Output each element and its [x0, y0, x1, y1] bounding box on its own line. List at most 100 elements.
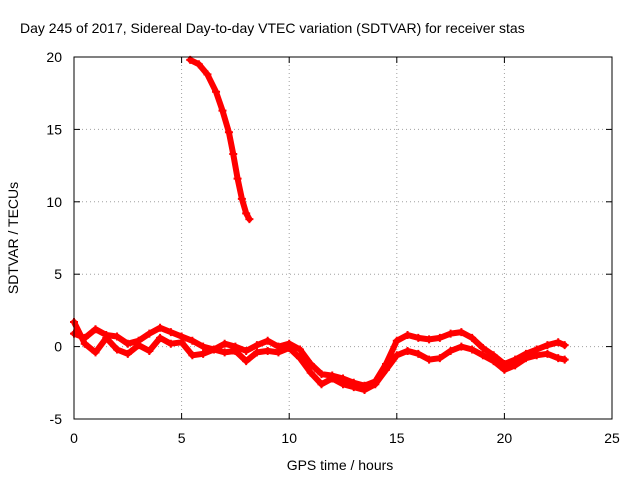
data-point — [295, 354, 304, 363]
data-point — [220, 348, 229, 357]
series-trace — [187, 56, 253, 223]
data-point — [177, 338, 186, 347]
data-point — [242, 357, 251, 366]
data-point — [188, 351, 197, 360]
data-point — [560, 341, 569, 350]
data-point — [242, 346, 251, 355]
data-point — [382, 365, 391, 374]
data-point — [242, 209, 251, 218]
data-point — [145, 346, 154, 355]
data-point — [224, 128, 233, 137]
data-point — [521, 354, 530, 363]
data-point — [91, 325, 100, 334]
data-point — [489, 357, 498, 366]
plot-frame — [73, 56, 613, 420]
data-point — [457, 328, 466, 337]
x-tick-label: 25 — [604, 430, 620, 446]
data-point — [468, 333, 477, 342]
data-point — [435, 333, 444, 342]
data-point — [435, 354, 444, 363]
data-point — [306, 368, 315, 377]
data-point — [478, 351, 487, 360]
data-point — [457, 342, 466, 351]
data-point — [317, 380, 326, 389]
data-point — [392, 351, 401, 360]
data-point — [478, 344, 487, 353]
data-point — [554, 338, 563, 347]
chart-title: Day 245 of 2017, Sidereal Day-to-day VTE… — [20, 20, 525, 36]
data-point — [231, 346, 240, 355]
x-axis-title: GPS time / hours — [287, 457, 394, 473]
series-descending-segment — [186, 55, 254, 224]
y-tick-label: 5 — [54, 266, 62, 282]
data-point — [166, 328, 175, 337]
data-point — [113, 345, 122, 354]
x-tick-label: 20 — [497, 430, 513, 446]
data-point — [218, 106, 227, 115]
data-point — [543, 341, 552, 350]
data-point — [414, 349, 423, 358]
y-tick-label: 15 — [46, 121, 62, 137]
axis-ticks: 0 5 10 15 20 25 -5 0 5 10 15 20 — [46, 49, 620, 446]
data-point — [403, 331, 412, 340]
x-tick-label: 15 — [389, 430, 405, 446]
data-point — [500, 365, 509, 374]
x-tick-label: 0 — [70, 430, 78, 446]
data-point — [134, 341, 143, 350]
data-point — [188, 336, 197, 345]
data-point — [145, 329, 154, 338]
data-point — [229, 150, 238, 159]
data-point — [263, 336, 272, 345]
data-point — [245, 215, 254, 224]
data-point — [220, 339, 229, 348]
data-point — [166, 339, 175, 348]
data-point — [339, 380, 347, 389]
data-point — [233, 174, 242, 183]
data-point — [425, 355, 434, 364]
data-point — [203, 70, 212, 79]
data-point — [285, 344, 294, 353]
data-point — [252, 348, 261, 357]
series-band-lower — [70, 317, 569, 395]
data-point — [80, 339, 89, 348]
data-point — [403, 346, 412, 355]
data-point — [468, 345, 477, 354]
data-point — [414, 333, 423, 342]
data-point — [317, 370, 326, 379]
data-point — [532, 351, 541, 360]
data-point — [91, 348, 100, 357]
data-point — [102, 333, 111, 342]
y-tick-label: -5 — [50, 411, 63, 427]
y-axis-title: SDTVAR / TECUs — [5, 182, 21, 294]
y-tick-label: 10 — [46, 194, 62, 210]
data-point — [392, 336, 401, 345]
data-point — [212, 87, 221, 96]
data-point — [199, 342, 208, 351]
data-point — [263, 346, 272, 355]
data-point — [123, 349, 132, 358]
data-point — [113, 332, 122, 341]
data-point — [209, 345, 218, 354]
data-point — [371, 380, 380, 389]
y-tick-label: 0 — [54, 339, 62, 355]
data-point — [425, 335, 434, 344]
data-point — [349, 383, 358, 392]
data-point — [156, 333, 165, 342]
data-point — [306, 359, 315, 368]
data-point — [252, 341, 261, 350]
data-point — [274, 348, 283, 357]
grid — [74, 57, 612, 419]
data-point — [156, 323, 165, 332]
data-point — [543, 349, 552, 358]
data-point — [560, 355, 569, 364]
data-point — [328, 374, 337, 383]
x-tick-label: 10 — [281, 430, 297, 446]
data-series — [70, 55, 569, 395]
data-point — [237, 194, 246, 203]
data-point — [295, 345, 304, 354]
y-tick-label: 20 — [46, 49, 62, 65]
data-point — [446, 329, 455, 338]
x-tick-label: 5 — [178, 430, 186, 446]
data-point — [360, 386, 369, 395]
